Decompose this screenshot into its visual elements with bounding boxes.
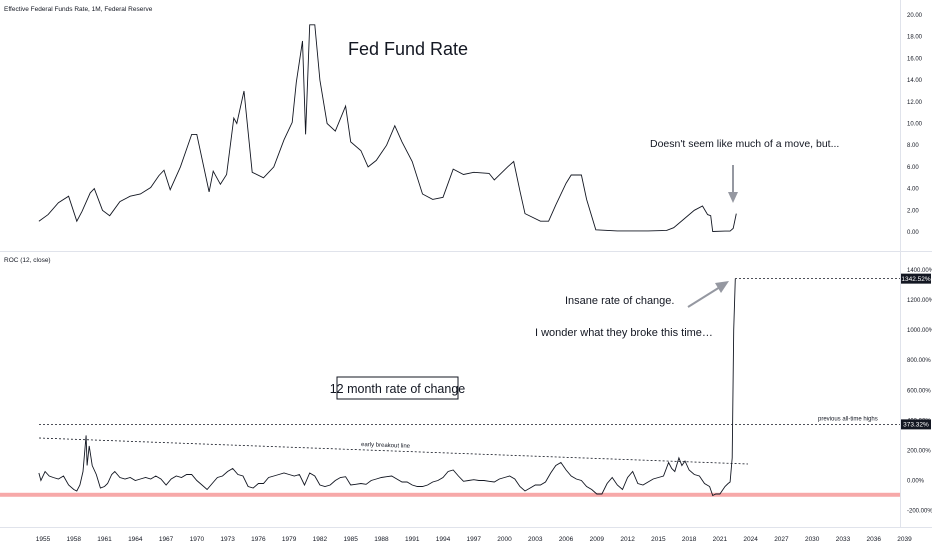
roc-y-tick-label: -200.00% [907, 509, 932, 515]
x-tick-label: 2024 [743, 536, 758, 543]
x-tick-label: 2006 [559, 536, 574, 543]
top-y-tick-label: 4.00 [907, 187, 919, 193]
x-tick-label: 1982 [313, 536, 328, 543]
x-tick-label: 1976 [251, 536, 266, 543]
x-tick-label: 2000 [497, 536, 512, 543]
insane-rate-note: Insane rate of change. [565, 295, 674, 307]
x-tick-label: 2009 [590, 536, 605, 543]
x-tick-label: 1964 [128, 536, 143, 543]
x-tick-label: 2033 [836, 536, 851, 543]
x-tick-label: 2036 [866, 536, 881, 543]
x-tick-label: 2015 [651, 536, 666, 543]
top-price-axis[interactable]: 20.00 18.00 16.00 14.00 12.00 10.00 8.00 6.00 4.… [907, 13, 923, 236]
fed-funds-rate-line [38, 24, 737, 232]
up-arrow-icon [687, 281, 729, 308]
roc-title-box: 12 month rate of change [330, 376, 466, 400]
x-tick-label: 2012 [620, 536, 635, 543]
x-tick-label: 1994 [436, 536, 451, 543]
x-tick-label: 1955 [36, 536, 51, 543]
x-tick-label: 1970 [190, 536, 205, 543]
top-y-tick-label: 0.00 [907, 230, 919, 236]
top-y-tick-label: 16.00 [907, 56, 923, 62]
x-tick-label: 1967 [159, 536, 174, 543]
x-tick-label: 1961 [97, 536, 112, 543]
roc-indicator-title[interactable]: ROC (12, close) [4, 257, 51, 264]
x-tick-label: 2021 [713, 536, 728, 543]
x-tick-label: 2003 [528, 536, 543, 543]
top-y-tick-label: 18.00 [907, 35, 923, 41]
roc-line [38, 278, 736, 497]
wonder-note: I wonder what they broke this time… [535, 327, 713, 339]
early-breakout-label: early breakout line [361, 442, 411, 450]
roc-y-tick-label: 1200.00% [907, 298, 932, 304]
roc-title-text: 12 month rate of change [330, 382, 466, 396]
fed-fund-rate-title: Fed Fund Rate [348, 39, 468, 59]
x-tick-label: 1958 [67, 536, 82, 543]
top-y-tick-label: 2.00 [907, 208, 919, 214]
x-tick-label: 2030 [805, 536, 820, 543]
x-tick-label: 1985 [343, 536, 358, 543]
top-y-tick-label: 20.00 [907, 13, 923, 19]
top-pane-title[interactable]: Effective Federal Funds Rate, 1M, Federa… [4, 6, 153, 13]
x-tick-label: 1988 [374, 536, 389, 543]
roc-y-tick-label: 0.00% [907, 479, 925, 485]
time-axis[interactable]: 1955 1958 1961 1964 1967 1970 1973 1976 1979 1982… [36, 536, 912, 543]
roc-y-tick-label: 200.00% [907, 448, 931, 454]
previous-all-time-high-label: previous all-time highs [818, 416, 878, 422]
top-y-tick-label: 14.00 [907, 78, 923, 84]
roc-y-tick-label: 800.00% [907, 358, 931, 364]
top-y-tick-label: 10.00 [907, 122, 923, 128]
roc-y-tick-label: 1400.00% [907, 268, 932, 274]
previous-high-tag: 373.32% [901, 419, 931, 430]
fed-note-annotation: Doesn't seem like much of a move, but... [650, 138, 839, 150]
previous-high-text: 373.32% [903, 422, 929, 429]
roc-y-tick-label: 1000.00% [907, 328, 932, 334]
x-tick-label: 2018 [682, 536, 697, 543]
roc-y-tick-label: 600.00% [907, 388, 931, 394]
x-tick-label: 1973 [220, 536, 235, 543]
x-tick-label: 1997 [467, 536, 482, 543]
zero-band [0, 492, 900, 497]
last-value-text: 1342.52% [901, 276, 930, 283]
x-tick-label: 2027 [774, 536, 789, 543]
top-y-tick-label: 6.00 [907, 165, 919, 171]
top-y-tick-label: 8.00 [907, 143, 919, 149]
down-arrow-icon [728, 165, 738, 203]
x-tick-label: 1979 [282, 536, 297, 543]
x-tick-label: 1991 [405, 536, 420, 543]
last-value-tag: 1342.52% [901, 273, 931, 284]
x-tick-label: 2039 [897, 536, 912, 543]
top-y-tick-label: 12.00 [907, 100, 923, 106]
